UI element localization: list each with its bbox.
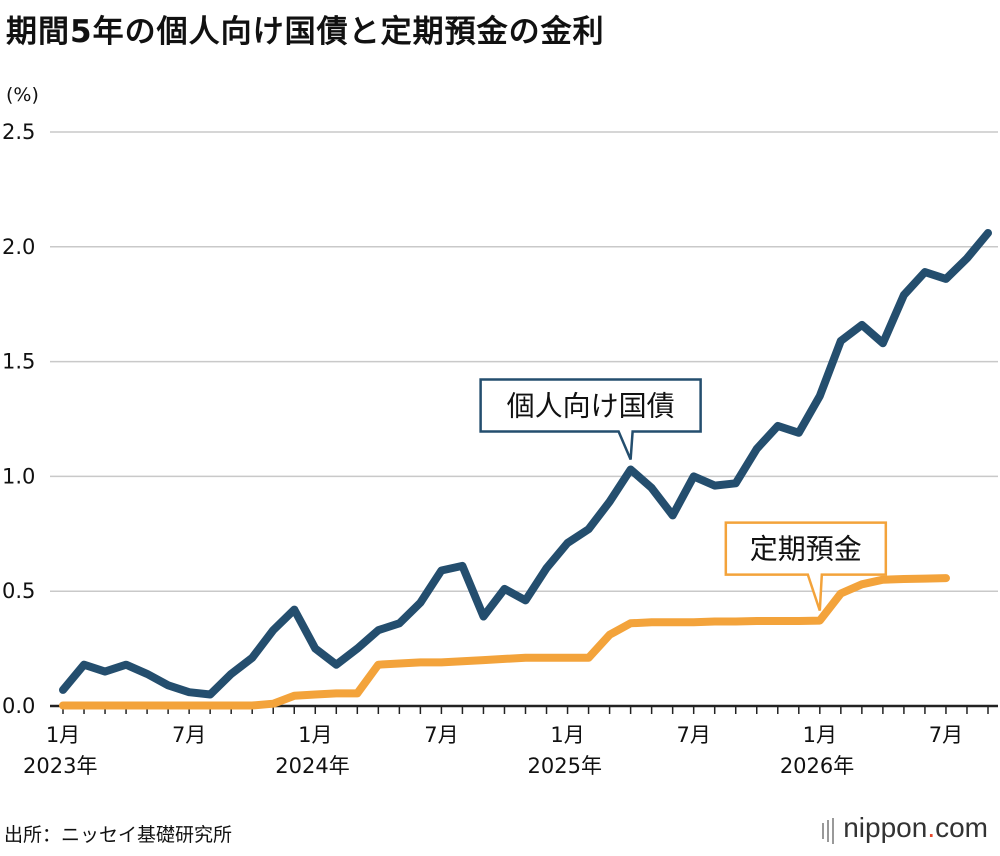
- x-tick-label: 7月: [424, 723, 458, 747]
- y-tick-label: 1.0: [2, 464, 35, 488]
- x-tick-year-label: 2026年: [780, 754, 854, 778]
- x-tick-year-label: 2025年: [528, 754, 602, 778]
- brand-dot: .: [927, 812, 936, 843]
- y-unit-label: (%): [6, 84, 39, 106]
- callout-box: [479, 378, 702, 461]
- y-tick-label: 0.5: [2, 579, 35, 603]
- x-tick-label: 7月: [172, 723, 206, 747]
- series-label: 定期預金: [750, 533, 862, 566]
- x-tick-year-label: 2023年: [23, 754, 97, 778]
- y-tick-label: 2.5: [2, 120, 35, 144]
- series-lines: [59, 229, 992, 710]
- series-callout: 定期預金: [724, 521, 888, 611]
- chart-title: 期間5年の個人向け国債と定期預金の金利: [6, 14, 605, 50]
- x-tick-year-label: 2024年: [275, 754, 349, 778]
- brand-suffix: com: [935, 812, 988, 843]
- x-tick-label: 1月: [298, 723, 332, 747]
- series-line: [59, 574, 950, 710]
- y-tick-label: 0.0: [2, 694, 35, 718]
- x-tick-label: 7月: [676, 723, 710, 747]
- brand-logo[interactable]: nippon.com: [822, 812, 988, 846]
- y-tick-label: 1.5: [2, 350, 35, 374]
- source-note: 出所：ニッセイ基礎研究所: [4, 824, 233, 846]
- x-tick-label: 1月: [46, 723, 80, 747]
- callout-box: [724, 521, 888, 611]
- brand-name: nippon: [843, 812, 928, 843]
- x-tick-label: 7月: [929, 723, 963, 747]
- y-tick-label: 2.0: [2, 235, 35, 259]
- brand-mark-icon: [822, 814, 837, 846]
- series-label: 個人向け国債: [507, 390, 675, 423]
- series-callout: 個人向け国債: [479, 378, 702, 461]
- x-tick-label: 1月: [550, 723, 584, 747]
- x-tick-label: 1月: [803, 723, 837, 747]
- series-line: [59, 229, 992, 699]
